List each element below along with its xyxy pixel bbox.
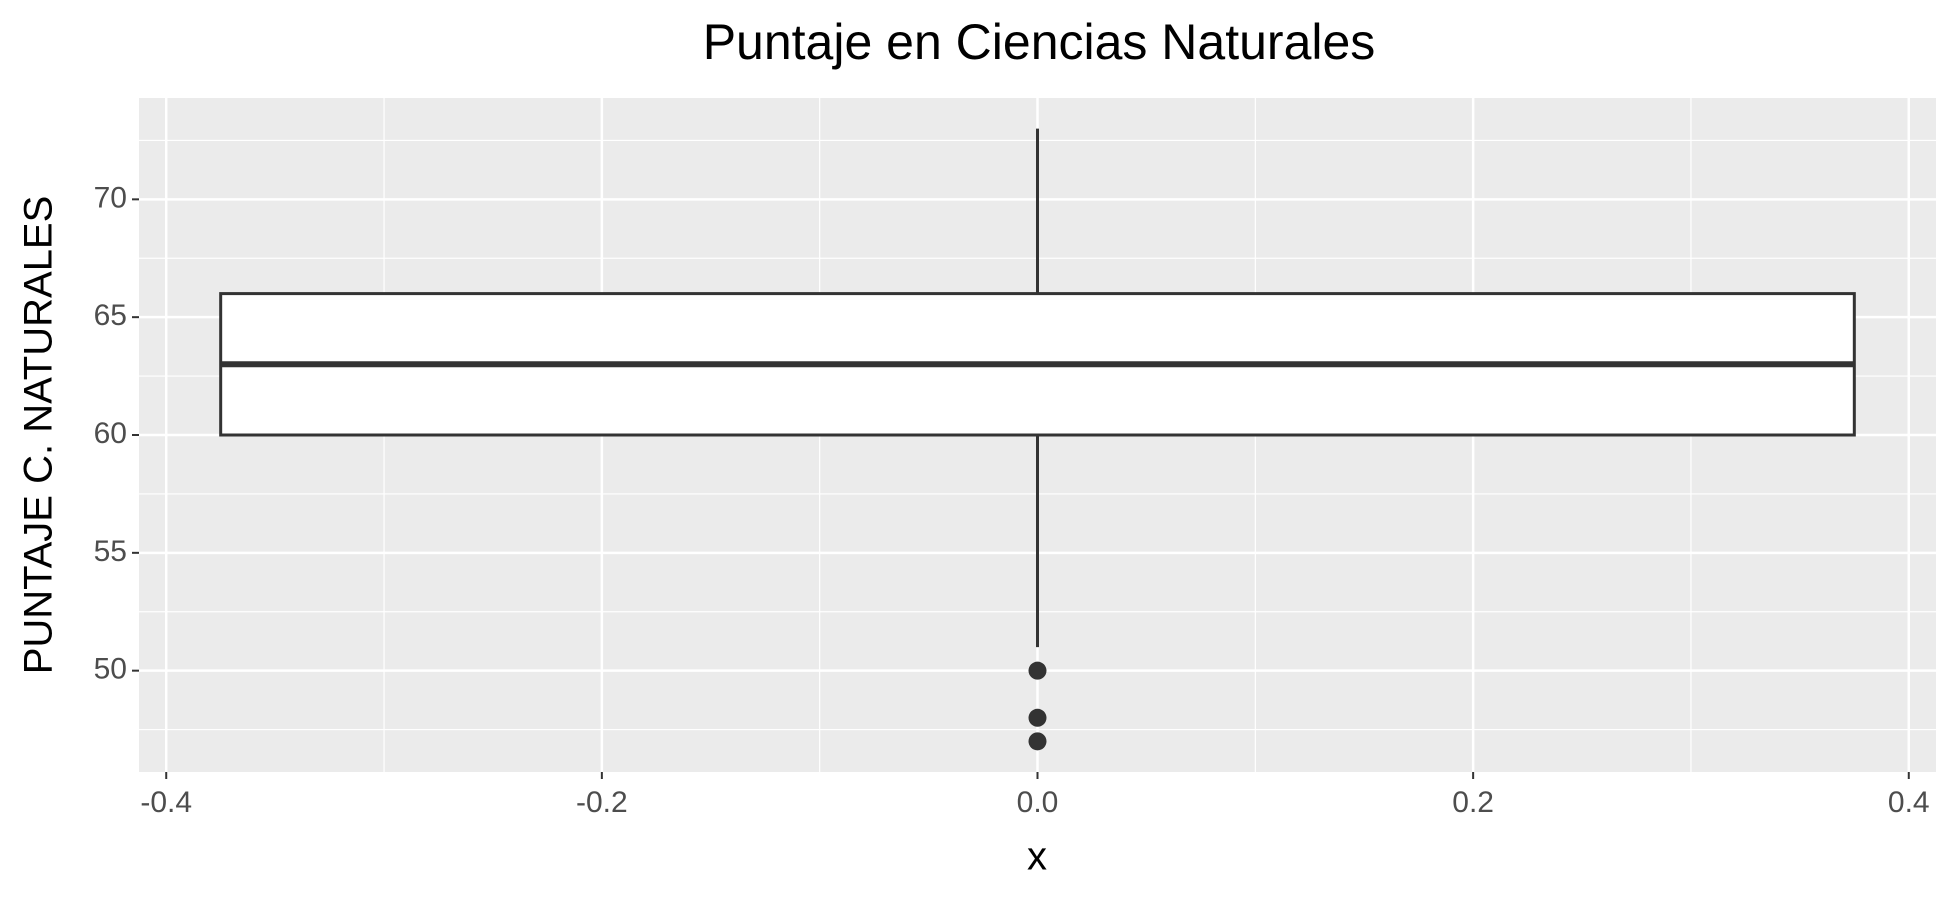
y-tick-label: 60: [94, 417, 127, 450]
x-tick-label: -0.4: [140, 786, 192, 819]
y-tick-label: 70: [94, 181, 127, 214]
y-axis-title: PUNTAJE C. NATURALES: [17, 196, 61, 675]
y-tick-label: 55: [94, 535, 127, 568]
x-tick-label: 0.2: [1452, 786, 1494, 819]
x-tick-label: -0.2: [576, 786, 628, 819]
x-tick-label: 0.0: [1017, 786, 1059, 819]
x-axis-title: x: [1027, 835, 1047, 879]
x-tick-label: 0.4: [1888, 786, 1930, 819]
outlier: [1028, 708, 1047, 727]
y-tick-label: 50: [94, 653, 127, 686]
outlier: [1028, 732, 1047, 751]
outlier: [1028, 661, 1047, 680]
chart-title: Puntaje en Ciencias Naturales: [703, 14, 1376, 70]
y-tick-label: 65: [94, 299, 127, 332]
